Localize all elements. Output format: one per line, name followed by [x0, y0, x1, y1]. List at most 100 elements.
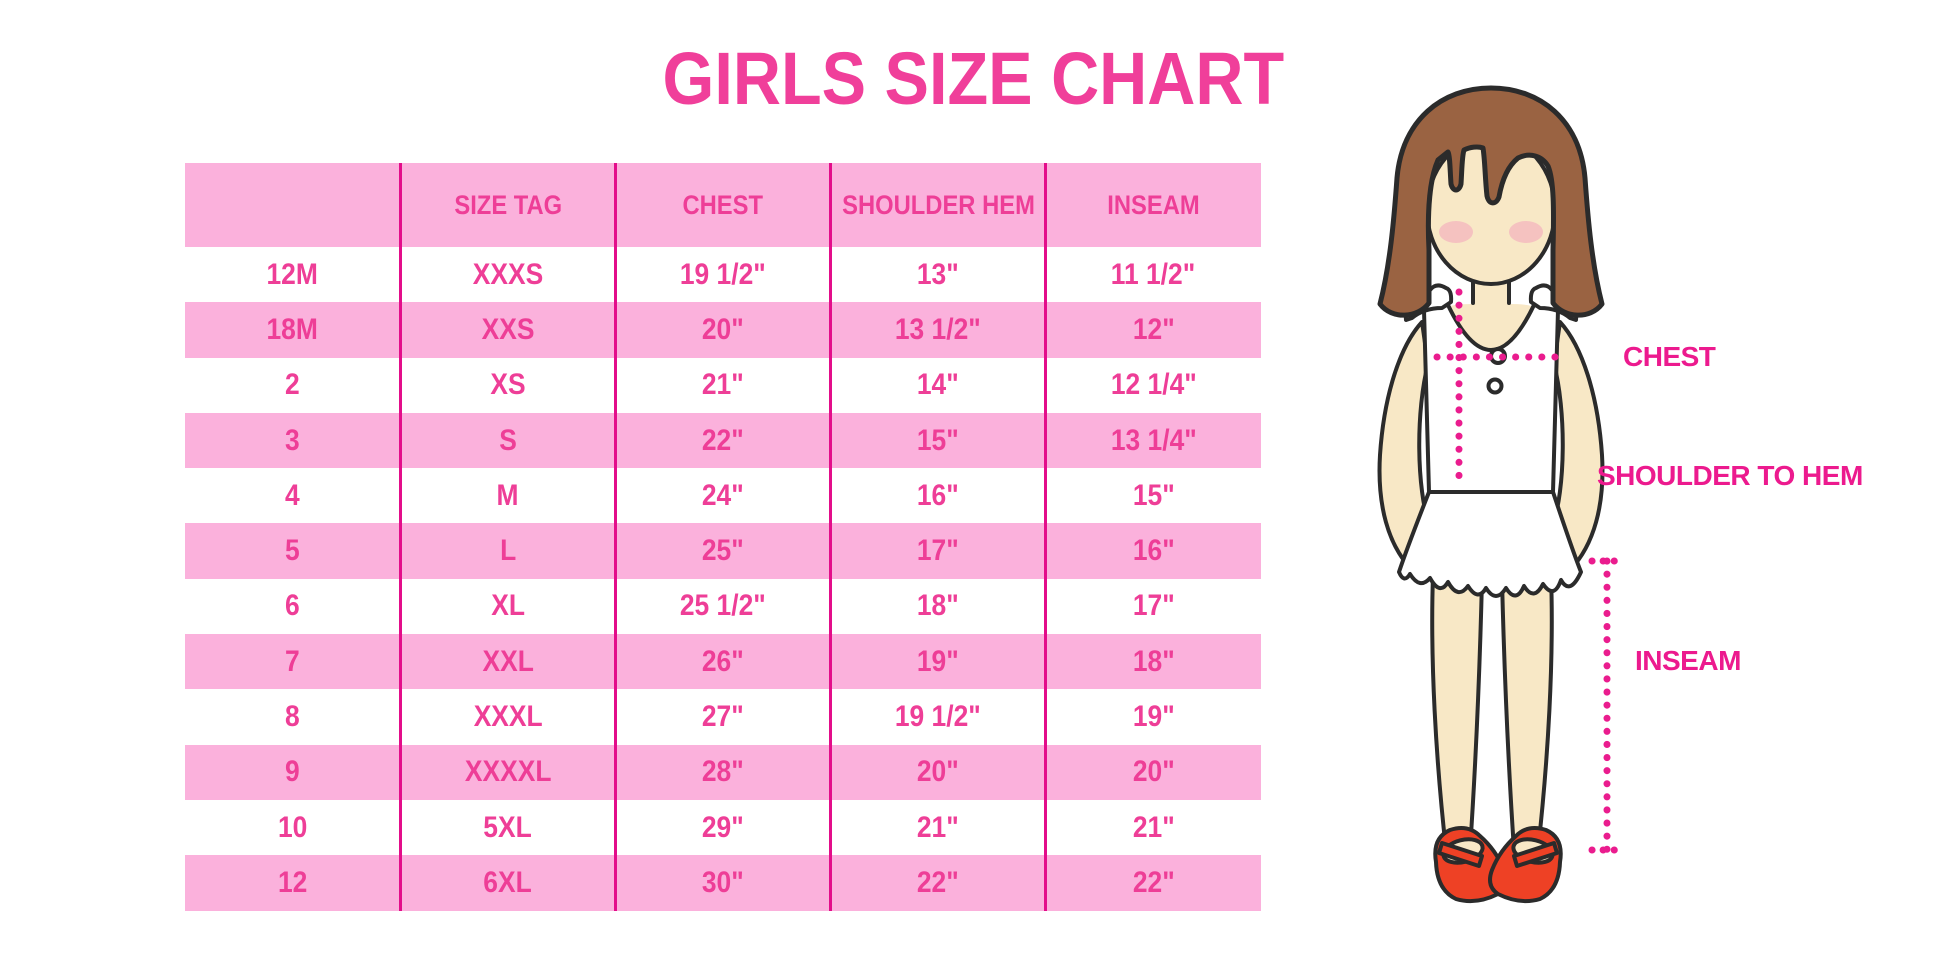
cell-text: 19": [917, 644, 960, 678]
table-cell: XXS: [400, 302, 615, 357]
table-row: 2 XS 21" 14" 12 1/4": [185, 358, 1261, 413]
table-cell: 28": [615, 745, 830, 800]
cell-text: 12: [277, 865, 308, 899]
table-cell: XXL: [400, 634, 615, 689]
cell-text: 13": [917, 257, 960, 291]
cell-text: XXXS: [472, 257, 544, 291]
cell-text: 8: [285, 700, 300, 734]
table-cell: 12 1/4": [1046, 358, 1261, 413]
cell-text: 25 1/2": [680, 589, 766, 623]
girl-right-leg: [1500, 573, 1554, 862]
cell-text: CHEST: [682, 189, 764, 220]
cell-text: 22": [917, 865, 960, 899]
table-cell: 12M: [185, 247, 400, 302]
table-body: 12M XXXS 19 1/2" 13" 11 1/2" 18M XXS 20" 13 1/2"…: [185, 247, 1261, 911]
cell-text: 5: [285, 534, 300, 568]
cell-text: 30": [702, 865, 744, 899]
cell-text: 25": [702, 534, 744, 568]
cell-text: 20": [702, 312, 744, 346]
page-title: GIRLS SIZE CHART: [0, 36, 1946, 121]
cell-text: 16": [1132, 534, 1175, 568]
cell-text: XXXXL: [464, 755, 552, 789]
table-cell: 15": [831, 413, 1046, 468]
table-cell: 19 1/2": [831, 689, 1046, 744]
column-divider: [398, 163, 402, 911]
cell-text: 17": [917, 534, 960, 568]
table-cell: 18": [1046, 634, 1261, 689]
table-cell: 27": [615, 689, 830, 744]
inseam-measure-label: INSEAM: [1635, 645, 1741, 676]
cell-text: 28": [702, 755, 744, 789]
girl-right-shoe: [1488, 826, 1563, 904]
table-cell: 30": [615, 855, 830, 910]
cell-text: 19": [1132, 700, 1175, 734]
cell-text: M: [496, 478, 519, 512]
cell-text: 27": [702, 700, 744, 734]
header-cell: INSEAM: [1046, 163, 1261, 247]
column-divider: [1044, 163, 1048, 911]
table-cell: XL: [400, 579, 615, 634]
table-cell: 9: [185, 745, 400, 800]
table-cell: 5XL: [400, 800, 615, 855]
table-cell: 20": [615, 302, 830, 357]
cell-text: 22": [702, 423, 744, 457]
girl-hair: [1377, 85, 1605, 318]
cell-text: 12": [1132, 312, 1175, 346]
cell-text: 21": [917, 810, 960, 844]
cell-text: 29": [702, 810, 744, 844]
table-cell: 22": [831, 855, 1046, 910]
table-cell: 12: [185, 855, 400, 910]
table-cell: XXXL: [400, 689, 615, 744]
table-row: 10 5XL 29" 21" 21": [185, 800, 1261, 855]
table-cell: 26": [615, 634, 830, 689]
table-row: 3 S 22" 15" 13 1/4": [185, 412, 1261, 469]
table-cell: 25 1/2": [615, 579, 830, 634]
cell-text: 15": [917, 423, 960, 457]
cell-text: 7: [285, 644, 300, 678]
table-cell: 21": [615, 358, 830, 413]
table-cell: 16": [831, 468, 1046, 523]
table-header-row: SIZE TAG CHEST SHOULDER HEM INSEAM: [185, 163, 1261, 247]
table-row: 18M XXS 20" 13 1/2" 12": [185, 302, 1261, 358]
header-cell: SIZE TAG: [400, 163, 615, 247]
size-table: SIZE TAG CHEST SHOULDER HEM INSEAM 12M XXXS 1…: [185, 163, 1261, 911]
cell-text: S: [498, 423, 517, 457]
table-cell: 21": [1046, 800, 1261, 855]
cell-text: XL: [490, 589, 525, 623]
table-cell: XXXS: [400, 247, 615, 302]
table-cell: 14": [831, 358, 1046, 413]
cell-text: 19 1/2": [895, 700, 982, 734]
header-cell: CHEST: [615, 163, 830, 247]
table-cell: 19": [831, 634, 1046, 689]
cell-text: 24": [702, 478, 744, 512]
header-cell: SHOULDER HEM: [831, 163, 1046, 247]
cell-text: 18": [917, 589, 960, 623]
column-divider: [829, 163, 833, 911]
table-cell: 8: [185, 689, 400, 744]
girl-neck: [1446, 250, 1536, 351]
cell-text: XS: [490, 368, 526, 402]
table-cell: 2: [185, 358, 400, 413]
table-cell: 20": [1046, 745, 1261, 800]
cell-text: 9: [285, 755, 300, 789]
cell-text: L: [499, 534, 516, 568]
cell-text: 4: [285, 478, 300, 512]
table-row: 12 6XL 30" 22" 22": [185, 855, 1261, 911]
cell-text: 5XL: [483, 810, 532, 844]
table-cell: 18M: [185, 302, 400, 357]
cell-text: 26": [702, 644, 744, 678]
girl-blush-right: [1509, 221, 1543, 243]
table-cell: M: [400, 468, 615, 523]
table-row: 5 L 25" 17" 16": [185, 523, 1261, 579]
column-divider: [613, 163, 617, 911]
cell-text: 12M: [266, 257, 319, 291]
cell-text: 13 1/2": [895, 312, 982, 346]
table-row: 12M XXXS 19 1/2" 13" 11 1/2": [185, 247, 1261, 302]
table-cell: 22": [615, 413, 830, 468]
cell-text: 10: [277, 810, 308, 844]
table-cell: 17": [831, 523, 1046, 578]
table-row: 6 XL 25 1/2" 18" 17": [185, 579, 1261, 634]
cell-text: 21": [702, 368, 744, 402]
cell-text: SIZE TAG: [453, 189, 562, 220]
table-cell: L: [400, 523, 615, 578]
